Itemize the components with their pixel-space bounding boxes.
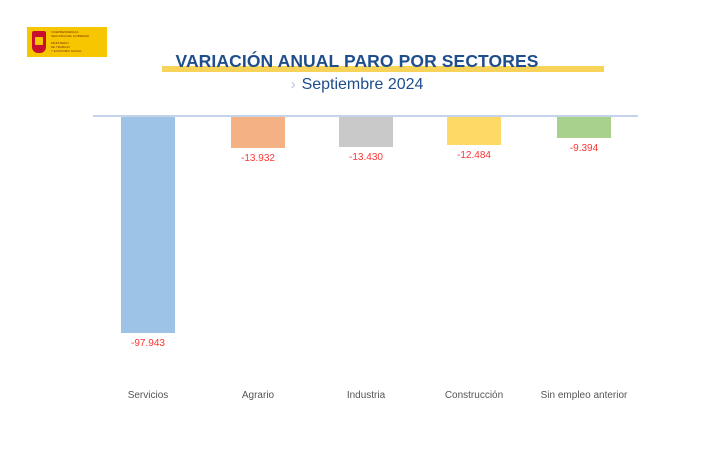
chart-subtitle: › Septiembre 2024 (0, 76, 714, 94)
bar-value-label: -13.430 (349, 151, 383, 163)
title-highlight-band (162, 66, 604, 72)
bar-servicios (121, 117, 175, 333)
bar-industria (339, 117, 393, 147)
government-logo: VICEPRESIDENCIA SEGUNDA DEL GOBIERNO MIN… (27, 27, 107, 57)
bar-value-label: -12.484 (457, 149, 491, 161)
coat-of-arms-icon (32, 31, 46, 53)
chevron-right-icon: › (290, 76, 296, 93)
category-label: Agrario (241, 390, 275, 401)
category-label: Industria (346, 390, 386, 401)
bar-value-label: -9.394 (569, 142, 599, 154)
logo-text-line3: MINISTERIO (51, 41, 69, 45)
logo-text-line2: SEGUNDA DEL GOBIERNO (51, 34, 90, 38)
bar-value-label: -97.943 (131, 338, 165, 349)
logo-text-line5: Y ECONOMÍA SOCIAL (51, 49, 82, 53)
subtitle-text: Septiembre 2024 (301, 76, 424, 93)
bar-sin-empleo-anterior (557, 117, 611, 138)
bar-construcción (447, 117, 501, 145)
bar-value-label: -13.932 (241, 152, 275, 164)
logo-text-line4: DE TRABAJO (51, 45, 70, 49)
logo-text-line1: VICEPRESIDENCIA (51, 30, 79, 34)
category-label: Construcción (444, 390, 504, 401)
chart-title: VARIACIÓN ANUAL PARO POR SECTORES (175, 51, 539, 71)
category-label: Sin empleo anterior (540, 390, 628, 401)
zero-axis-line (93, 115, 638, 117)
bar-agrario (231, 117, 285, 148)
category-label: Servicios (127, 390, 169, 401)
